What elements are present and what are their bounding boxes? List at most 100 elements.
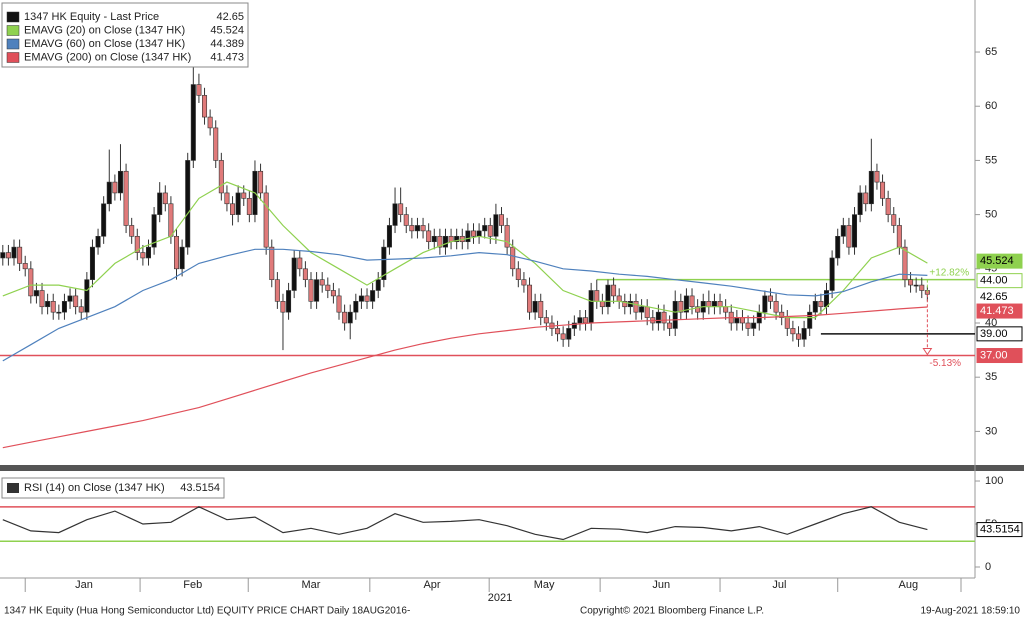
candle-body [840, 225, 846, 237]
candle-body [302, 268, 308, 280]
candle-body [207, 116, 213, 129]
x-tick-label: Jun [652, 579, 670, 591]
candle-body [269, 246, 275, 280]
candle-body [767, 295, 773, 302]
candle-body [499, 214, 505, 226]
candle-body [392, 203, 398, 226]
legend-value: 42.65 [216, 11, 244, 23]
candle-body [723, 306, 729, 313]
candle-body [129, 225, 135, 237]
candle-body [852, 214, 858, 248]
candle-body [891, 214, 897, 226]
legend-box [1, 477, 225, 499]
y-tick-label: 65 [985, 46, 997, 58]
candle-body [683, 295, 689, 313]
legend-label: EMAVG (20) on Close (1347 HK) [24, 24, 185, 36]
candle-body [28, 268, 34, 297]
x-tick-label: Aug [899, 579, 919, 591]
candle-body [521, 279, 527, 286]
candle-body [84, 279, 90, 313]
candle-body [336, 295, 342, 313]
candle-body [633, 301, 639, 313]
candle-body [140, 252, 146, 259]
candle-body [678, 301, 684, 313]
candle-body [812, 301, 818, 313]
candle-body [45, 301, 51, 308]
candle-body [235, 192, 241, 215]
value-flag [976, 303, 1023, 319]
y-tick-label: 35 [985, 371, 997, 383]
series-line [2, 506, 928, 541]
candle-body [784, 317, 790, 329]
y-tick-label: 0 [985, 561, 991, 573]
candle-body [274, 279, 280, 302]
candle-body [672, 301, 678, 329]
candle-body [112, 181, 118, 194]
value-flag [976, 273, 1023, 289]
y-tick-label: 50 [985, 209, 997, 221]
candle-body [230, 203, 236, 215]
candle-body [420, 225, 426, 232]
candle-body [190, 84, 196, 161]
candle-body [33, 290, 39, 297]
candle-body [913, 284, 919, 287]
candle-body [50, 301, 56, 313]
candle-body [117, 170, 123, 194]
candle-body [588, 290, 594, 324]
arrow-head [922, 348, 933, 356]
candle-body [330, 290, 336, 297]
candle-body [398, 203, 404, 215]
candle-body [751, 322, 757, 329]
x-tick-label: May [534, 579, 555, 591]
candle-body [583, 317, 589, 324]
candle-body [745, 322, 751, 329]
series-line [2, 181, 928, 319]
candle-body [213, 127, 219, 161]
candle-body [885, 198, 891, 215]
candle-body [493, 214, 499, 237]
candle-body [123, 170, 129, 226]
candle-body [431, 235, 437, 243]
candle-body [611, 284, 617, 297]
candle-body [908, 279, 914, 286]
candle-body [325, 284, 331, 291]
candle-body [358, 295, 364, 302]
x-tick-label: Jul [772, 579, 786, 591]
candle-body [515, 268, 521, 280]
y-tick-label: 40 [985, 317, 997, 329]
candle-body [414, 225, 420, 232]
candle-body [711, 301, 717, 308]
level-annotation: -5.13% [929, 358, 961, 369]
candle-body [168, 203, 174, 237]
candle-body [605, 284, 611, 308]
candle-body [308, 279, 314, 302]
candle-body [342, 311, 348, 324]
candle-body [442, 235, 448, 248]
candle-body [95, 235, 101, 248]
candle-body [919, 284, 925, 291]
candle-body [661, 311, 667, 324]
candle-body [504, 225, 510, 248]
candle-body [773, 301, 779, 313]
series-line [2, 248, 928, 362]
legend-swatch [7, 483, 19, 493]
x-axis-label: 2021 [488, 592, 512, 604]
candle-body [706, 301, 712, 308]
candle-body [510, 246, 516, 270]
candle-body [880, 181, 886, 199]
candle-body [258, 170, 264, 194]
y-tick-label: 30 [985, 425, 997, 437]
legend-value: 44.389 [210, 38, 244, 50]
candle-body [61, 301, 67, 313]
candle-body [426, 230, 432, 243]
candle-body [319, 279, 325, 286]
legend-swatch [6, 25, 20, 36]
candle-body [39, 290, 45, 308]
candle-body [67, 295, 73, 302]
candle-body [202, 95, 208, 118]
candle-body [196, 84, 202, 96]
candle-body [314, 279, 320, 302]
legend-value: 45.524 [210, 24, 244, 36]
candle-body [868, 170, 874, 205]
